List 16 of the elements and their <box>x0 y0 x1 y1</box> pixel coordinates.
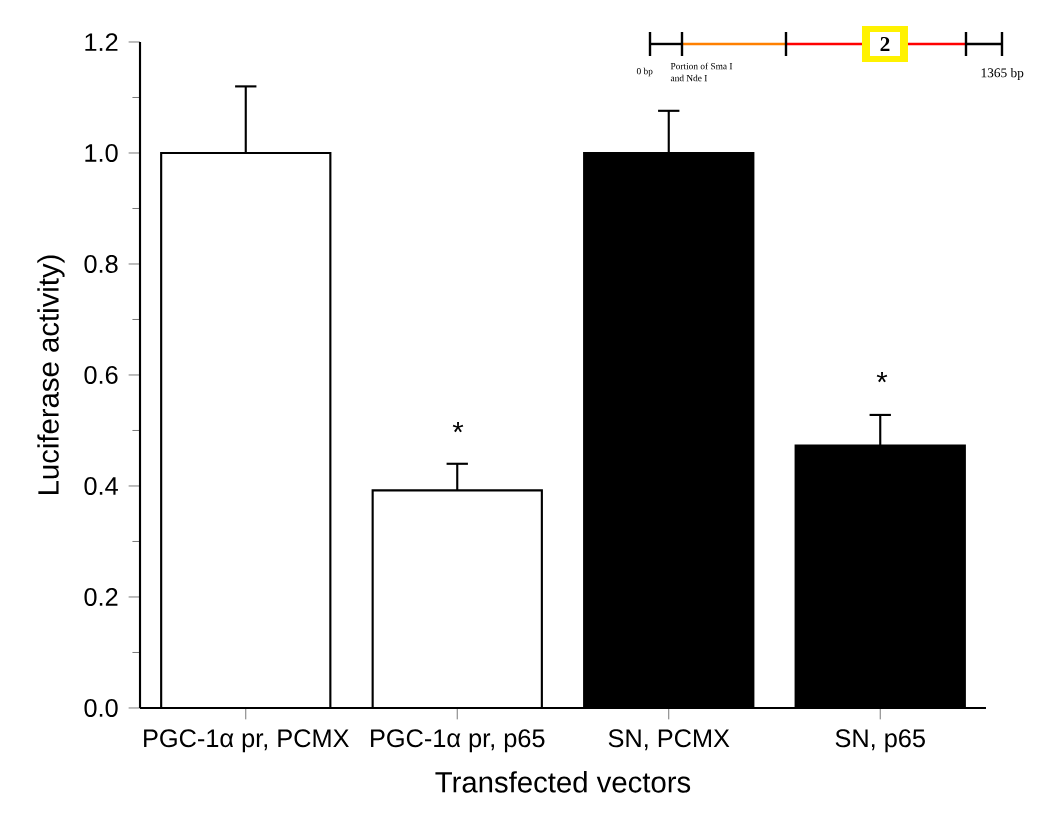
x-tick-label: SN, PCMX <box>608 729 730 751</box>
x-tick-label: SN, p65 <box>835 729 925 753</box>
x-tick-label: PGC-1α pr, p65 <box>371 729 545 753</box>
y-axis-title: Luciferase activity) <box>37 255 65 494</box>
y-tick-label: 0.4 <box>84 477 118 495</box>
y-tick-label: 0.2 <box>84 588 118 606</box>
y-tick-label: 0.0 <box>84 699 118 717</box>
annotation: * <box>876 371 888 383</box>
y-tick-label: 1.2 <box>85 33 118 51</box>
x-tick-label: PGC-1α pr, PCMX <box>144 729 349 753</box>
y-tick-label: 0.6 <box>84 366 118 384</box>
annotation: 2 <box>880 36 890 52</box>
annotation: * <box>452 421 464 433</box>
y-tick-label: 0.8 <box>84 255 118 273</box>
y-tick-label: 1.0 <box>85 144 118 162</box>
x-axis-title: Transfected vectors <box>435 771 691 793</box>
